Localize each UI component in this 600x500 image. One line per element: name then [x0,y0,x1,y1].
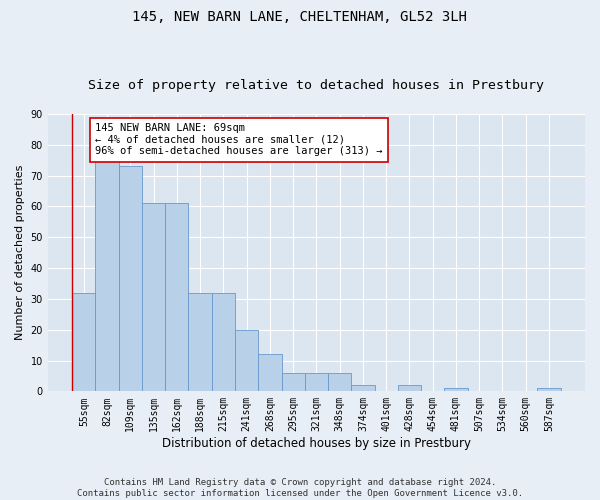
Bar [398,385,421,392]
Bar [235,330,258,392]
Y-axis label: Number of detached properties: Number of detached properties [15,165,25,340]
Title: Size of property relative to detached houses in Prestbury: Size of property relative to detached ho… [88,79,544,92]
Bar [165,204,188,392]
Bar [212,292,235,392]
Bar [95,160,119,392]
Bar [188,292,212,392]
Bar [281,373,305,392]
Bar [351,385,374,392]
Text: Contains HM Land Registry data © Crown copyright and database right 2024.
Contai: Contains HM Land Registry data © Crown c… [77,478,523,498]
Bar [119,166,142,392]
Bar [142,204,165,392]
Bar [538,388,560,392]
Bar [305,373,328,392]
Bar [328,373,351,392]
X-axis label: Distribution of detached houses by size in Prestbury: Distribution of detached houses by size … [162,437,471,450]
Bar [445,388,467,392]
Bar [258,354,281,392]
Bar [72,292,95,392]
Text: 145 NEW BARN LANE: 69sqm
← 4% of detached houses are smaller (12)
96% of semi-de: 145 NEW BARN LANE: 69sqm ← 4% of detache… [95,123,383,156]
Text: 145, NEW BARN LANE, CHELTENHAM, GL52 3LH: 145, NEW BARN LANE, CHELTENHAM, GL52 3LH [133,10,467,24]
